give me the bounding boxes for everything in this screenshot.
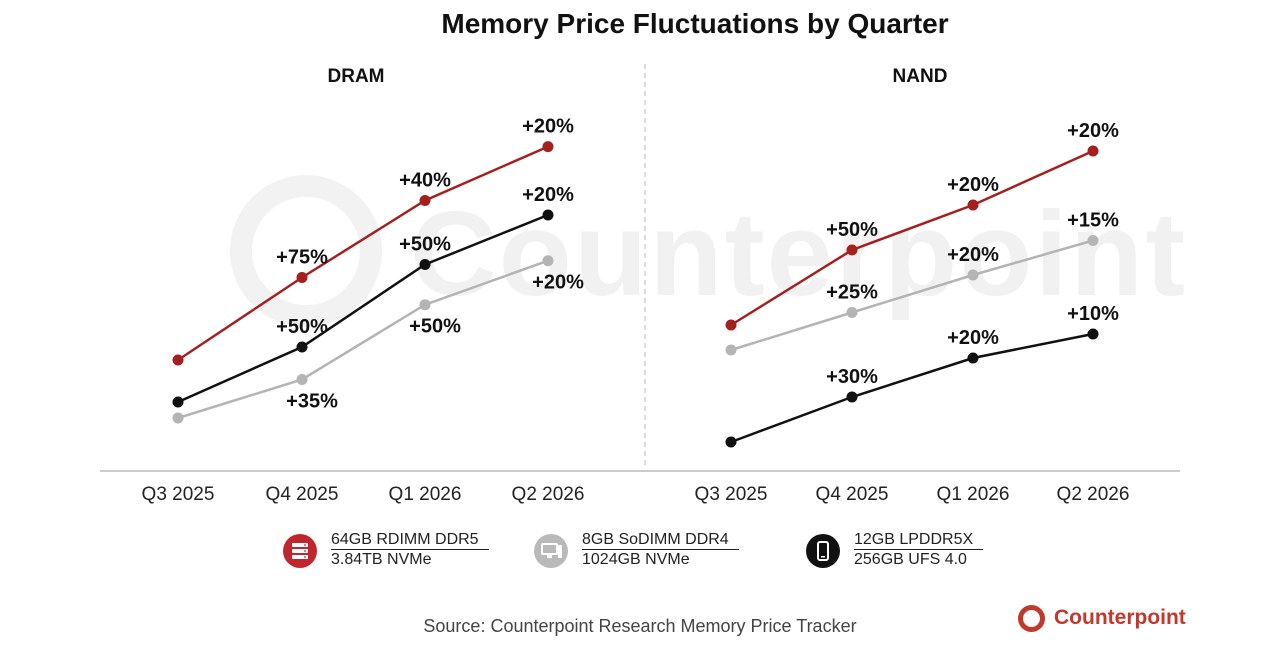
x-tick-label: Q2 2026 bbox=[1057, 484, 1130, 505]
data-point-rdimm bbox=[725, 319, 737, 331]
data-label-sodimm: +20% bbox=[532, 272, 584, 294]
x-tick-label: Q2 2026 bbox=[512, 484, 585, 505]
data-label-lpddr: +10% bbox=[1067, 303, 1119, 325]
data-point-lpddr bbox=[1087, 328, 1099, 340]
data-point-sodimm bbox=[296, 374, 308, 385]
data-label-sodimm: +50% bbox=[409, 316, 461, 338]
legend-text: 64GB RDIMM DDR5 3.84TB NVMe bbox=[331, 530, 489, 569]
data-point-lpddr bbox=[846, 391, 858, 403]
data-label-rdimm: +20% bbox=[947, 174, 999, 196]
data-point-sodimm bbox=[1087, 235, 1099, 246]
x-tick-label: Q3 2025 bbox=[142, 484, 215, 505]
series-line-sodimm bbox=[177, 259, 549, 420]
data-label-lpddr: +20% bbox=[947, 327, 999, 349]
source-note: Source: Counterpoint Research Memory Pri… bbox=[423, 616, 857, 636]
x-tick-label: Q4 2025 bbox=[266, 484, 339, 505]
legend-item-lpddr: 12GB LPDDR5X 256GB UFS 4.0 bbox=[806, 530, 1006, 574]
data-label-lpddr: +50% bbox=[399, 234, 451, 256]
data-point-lpddr bbox=[419, 259, 431, 270]
data-point-sodimm bbox=[725, 344, 737, 356]
data-label-sodimm: +35% bbox=[286, 391, 338, 413]
data-point-sodimm bbox=[542, 255, 554, 267]
data-point-rdimm bbox=[172, 354, 184, 366]
panel-title-dram: DRAM bbox=[328, 66, 385, 87]
x-tick-label: Q3 2025 bbox=[695, 484, 768, 505]
chart-title: Memory Price Fluctuations by Quarter bbox=[441, 8, 949, 39]
data-point-rdimm bbox=[846, 244, 858, 256]
desktop-icon bbox=[534, 534, 568, 568]
data-point-rdimm bbox=[419, 195, 431, 206]
data-point-lpddr bbox=[296, 341, 308, 353]
data-point-lpddr bbox=[725, 436, 737, 448]
legend-line2: 3.84TB NVMe bbox=[331, 551, 432, 568]
data-point-sodimm bbox=[846, 307, 858, 318]
data-point-rdimm bbox=[542, 141, 554, 153]
server-icon bbox=[283, 534, 317, 568]
data-label-sodimm: +20% bbox=[947, 244, 999, 266]
legend-line2: 256GB UFS 4.0 bbox=[854, 551, 967, 568]
legend-text: 12GB LPDDR5X 256GB UFS 4.0 bbox=[854, 530, 984, 569]
data-label-sodimm: +15% bbox=[1067, 210, 1119, 232]
series-line-lpddr bbox=[177, 213, 549, 404]
series-line-rdimm bbox=[177, 145, 549, 362]
x-tick-label: Q1 2026 bbox=[389, 484, 462, 505]
data-point-sodimm bbox=[419, 299, 431, 311]
data-label-lpddr: +50% bbox=[276, 316, 328, 338]
panel-title-nand: NAND bbox=[893, 66, 948, 87]
data-point-lpddr bbox=[967, 352, 979, 364]
data-label-rdimm: +75% bbox=[276, 247, 328, 269]
data-label-rdimm: +20% bbox=[1067, 120, 1119, 142]
legend-item-rdimm: 64GB RDIMM DDR5 3.84TB NVMe bbox=[283, 530, 503, 574]
smartphone-icon bbox=[806, 534, 840, 568]
counterpoint-logo-icon bbox=[1018, 605, 1045, 632]
legend-line1: 8GB SoDIMM DDR4 bbox=[582, 530, 739, 550]
data-point-lpddr bbox=[172, 396, 184, 408]
data-label-rdimm: +50% bbox=[826, 219, 878, 241]
legend-item-sodimm: 8GB SoDIMM DDR4 1024GB NVMe bbox=[534, 530, 764, 574]
data-label-sodimm: +25% bbox=[826, 282, 878, 304]
x-tick-label: Q4 2025 bbox=[816, 484, 889, 505]
x-tick-label: Q1 2026 bbox=[937, 484, 1010, 505]
data-point-sodimm bbox=[967, 269, 979, 281]
data-label-lpddr: +30% bbox=[826, 366, 878, 388]
data-label-rdimm: +40% bbox=[399, 170, 451, 192]
legend-text: 8GB SoDIMM DDR4 1024GB NVMe bbox=[582, 530, 739, 569]
brand-text: Counterpoint bbox=[1054, 606, 1186, 629]
legend-line1: 12GB LPDDR5X bbox=[854, 530, 984, 550]
legend-line2: 1024GB NVMe bbox=[582, 551, 690, 568]
chart-area: DRAM Q3 2025 Q4 2025 Q1 2026 Q2 2026 +75% +40%… bbox=[100, 64, 1180, 505]
legend-line1: 64GB RDIMM DDR5 bbox=[331, 530, 489, 550]
series-line-rdimm bbox=[730, 149, 1094, 327]
data-point-rdimm bbox=[1087, 145, 1099, 157]
data-point-rdimm bbox=[296, 272, 308, 283]
series-line-lpddr bbox=[730, 332, 1094, 444]
data-point-lpddr bbox=[542, 209, 554, 221]
data-point-rdimm bbox=[967, 199, 979, 211]
data-point-sodimm bbox=[172, 412, 184, 424]
data-label-rdimm: +20% bbox=[522, 116, 574, 138]
series-line-sodimm bbox=[730, 239, 1094, 352]
data-label-lpddr: +20% bbox=[522, 184, 574, 206]
